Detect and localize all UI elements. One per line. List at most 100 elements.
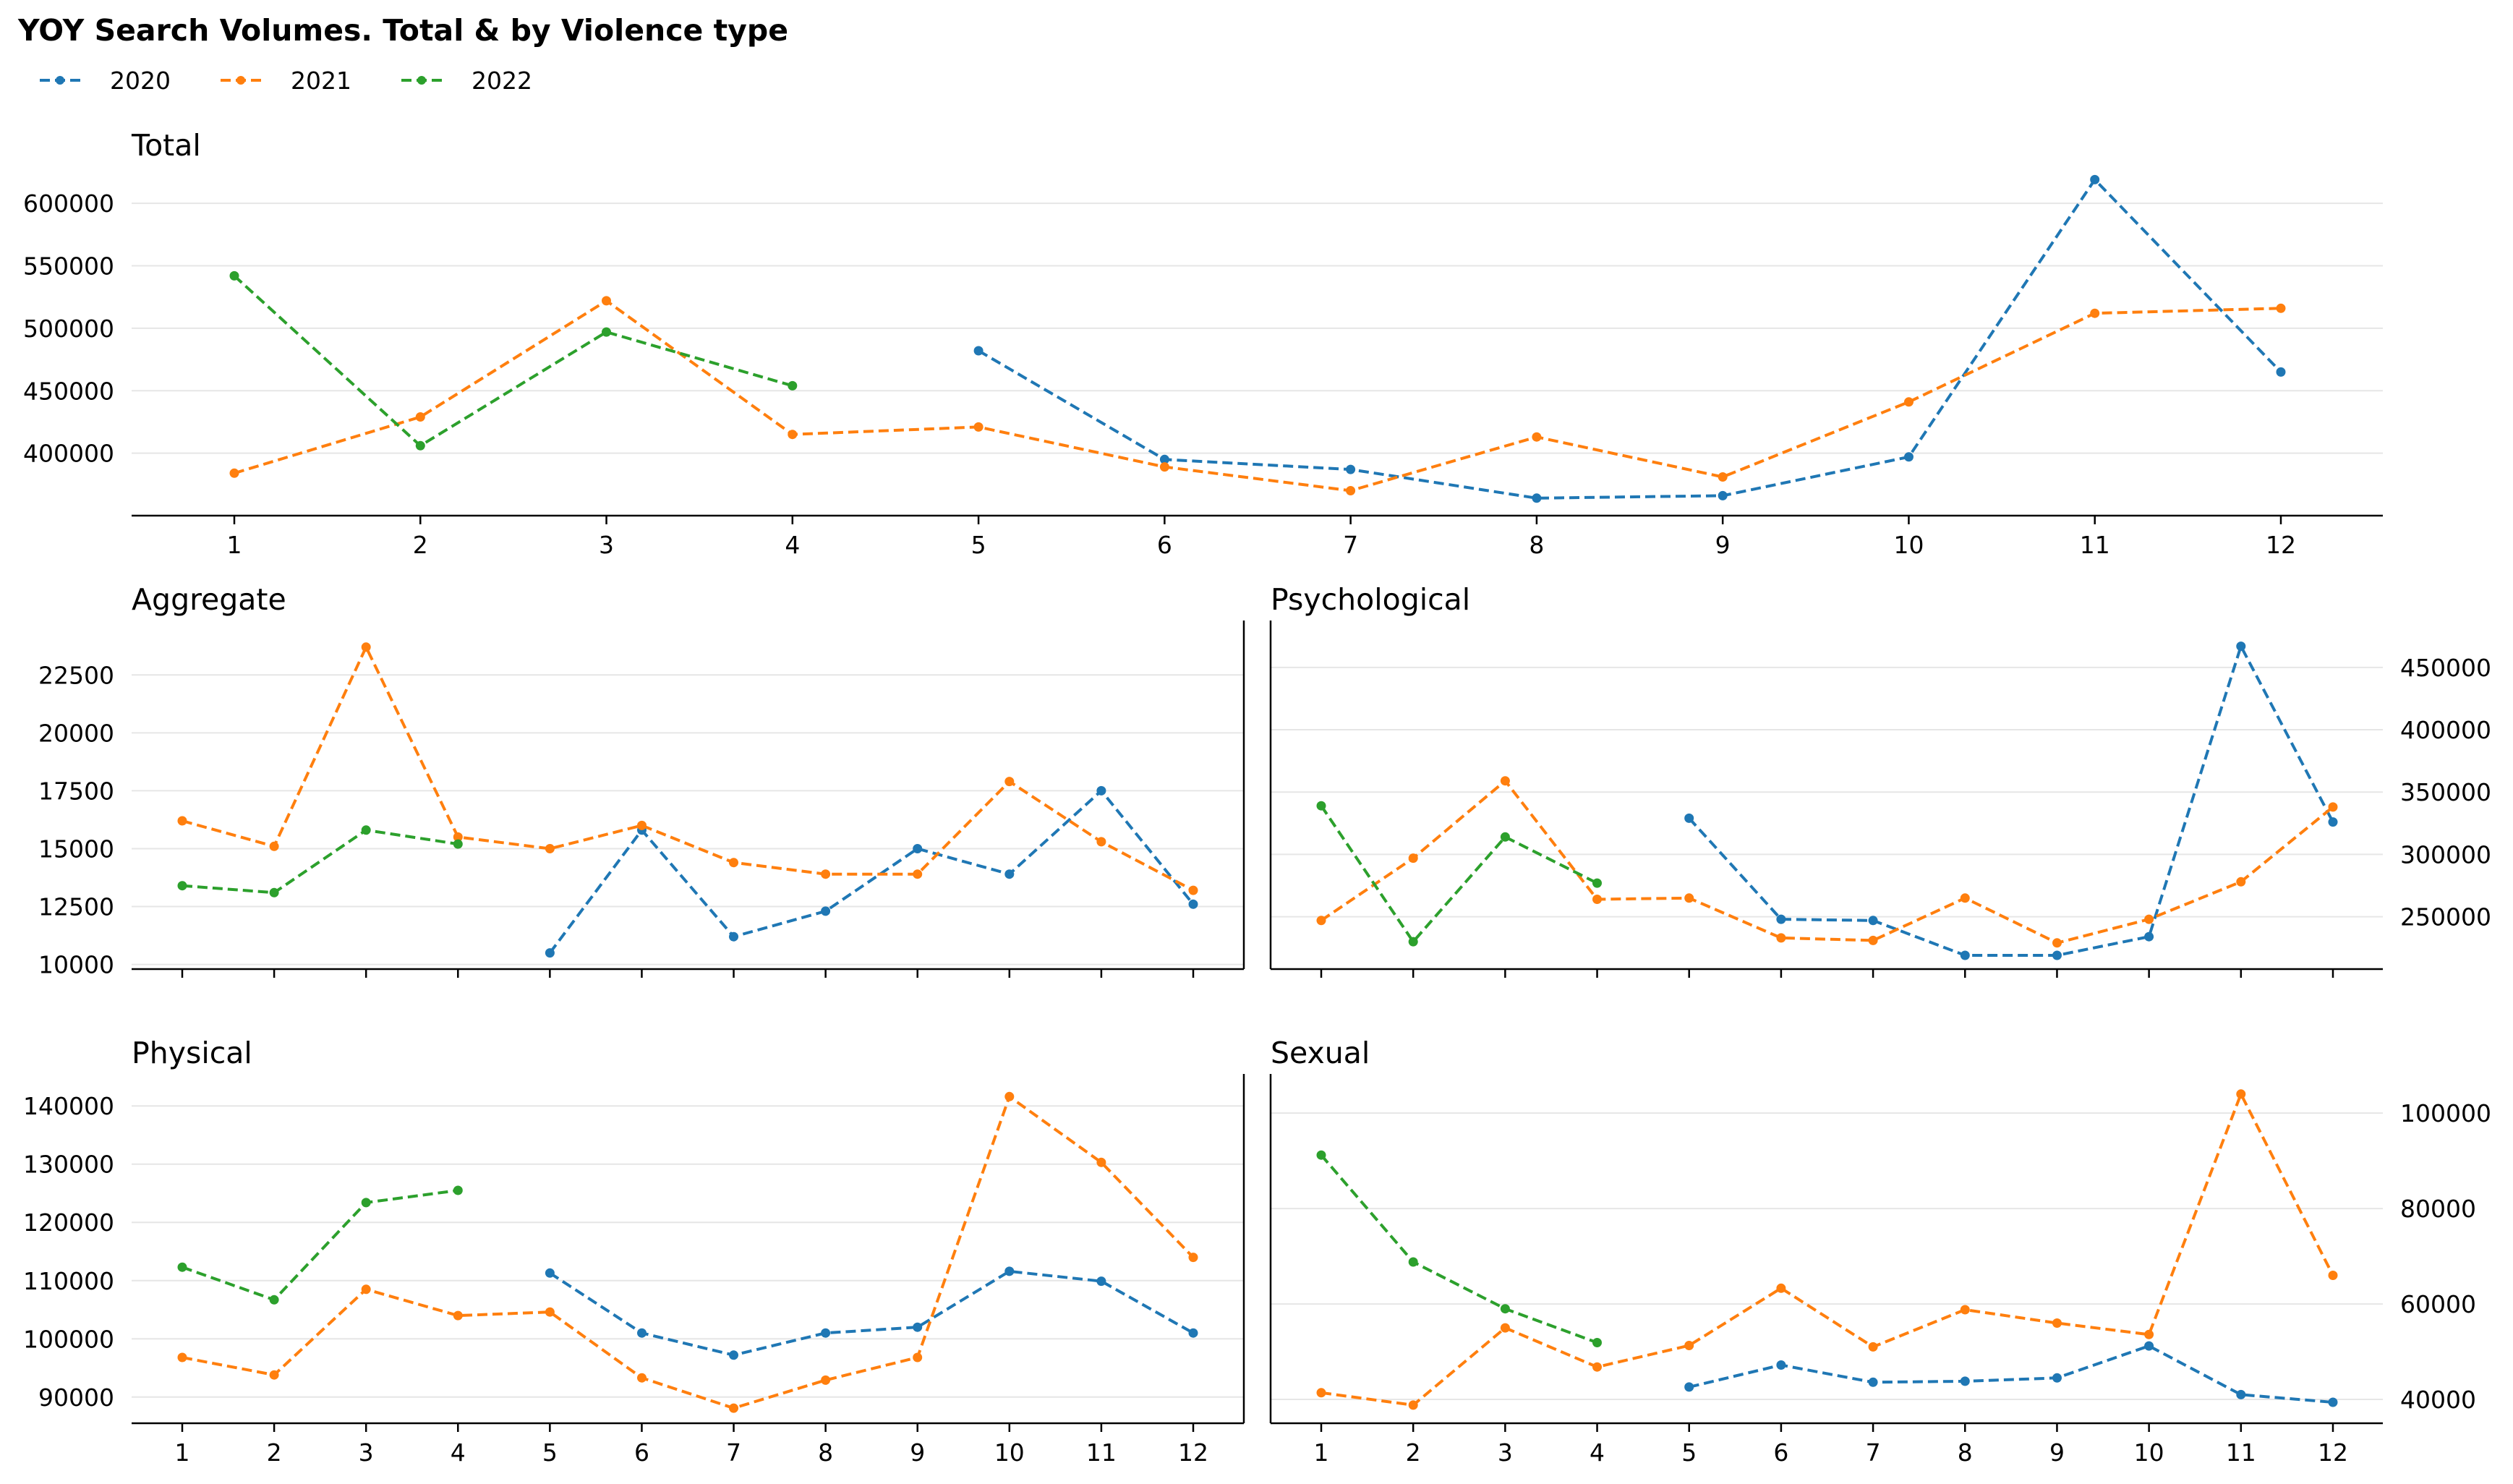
total-ytick-label: 500000 [23, 315, 114, 343]
total-series-line-2021 [234, 299, 2282, 492]
total-point-2022-3 [602, 327, 611, 337]
panel-aggregate: Aggregate 10000 12500 15000 17500 20000 22500 [38, 582, 1245, 979]
physical-point-2020-12 [1188, 1328, 1198, 1338]
sexual-xtick-label: 9 [2049, 1438, 2065, 1467]
total-xtick-label: 7 [1343, 531, 1358, 559]
physical-ytick-label: 120000 [23, 1208, 114, 1237]
physical-point-2021-12 [1188, 1253, 1198, 1263]
psychological-point-2021-4 [1592, 895, 1602, 904]
physical-xtick-label: 12 [1178, 1438, 1208, 1467]
physical-xtick-label: 6 [634, 1438, 649, 1467]
psychological-point-2020-8 [1960, 950, 1970, 960]
psychological-point-2021-9 [2052, 938, 2062, 948]
sexual-panel-title: Sexual [1271, 1036, 1370, 1070]
physical-point-2021-4 [453, 1310, 463, 1321]
chart-title: YOY Search Volumes. Total & by Violence … [17, 13, 788, 48]
physical-point-2020-11 [1096, 1276, 1106, 1287]
physical-xtick-label: 11 [1086, 1438, 1117, 1467]
total-series-line-2020 [978, 177, 2282, 500]
sexual-xtick-label: 12 [2318, 1438, 2348, 1467]
psychological-point-2021-2 [1408, 853, 1418, 863]
sexual-point-2022-1 [1316, 1150, 1326, 1160]
aggregate-point-2021-3 [361, 642, 371, 652]
psychological-point-2022-4 [1592, 878, 1602, 888]
total-point-2020-8 [1532, 493, 1542, 503]
sexual-point-2020-10 [2144, 1341, 2154, 1351]
sexual-xtick-label: 7 [1866, 1438, 1881, 1467]
physical-ytick-label: 100000 [23, 1325, 114, 1353]
total-point-2021-4 [788, 430, 798, 440]
total-point-2021-10 [1904, 397, 1913, 407]
aggregate-point-2021-2 [269, 841, 279, 851]
panel-psychological: Psychological 250000 300000 350000 400000 450… [1269, 582, 2491, 978]
sexual-series-line-2022 [1320, 1153, 1598, 1344]
psychological-ytick-label: 250000 [2400, 903, 2491, 931]
sexual-series-line-2021 [1321, 1090, 2334, 1407]
legend-marker-2022 [417, 76, 426, 85]
sexual-point-2022-3 [1500, 1304, 1510, 1314]
physical-point-2021-10 [1004, 1091, 1015, 1101]
psychological-series-line-2021 [1320, 778, 2334, 944]
sexual-xtick-label: 1 [1314, 1438, 1329, 1467]
total-series-line-2022 [233, 274, 793, 448]
total-point-2021-6 [1159, 462, 1169, 472]
total-point-2021-11 [2090, 308, 2100, 318]
sexual-xtick-label: 11 [2226, 1438, 2256, 1467]
total-point-2020-10 [1904, 452, 1913, 462]
sexual-point-2021-4 [1592, 1362, 1602, 1372]
total-ytick-label: 600000 [23, 189, 114, 218]
sexual-xtick-label: 10 [2134, 1438, 2164, 1467]
physical-point-2020-8 [821, 1328, 831, 1338]
total-point-2020-11 [2090, 174, 2100, 184]
physical-point-2021-1 [177, 1352, 187, 1363]
physical-point-2020-9 [913, 1322, 923, 1332]
total-ytick-label: 550000 [23, 252, 114, 281]
physical-ytick-label: 140000 [23, 1092, 114, 1120]
sexual-point-2021-2 [1408, 1400, 1418, 1410]
physical-point-2020-6 [637, 1328, 647, 1338]
psychological-point-2021-12 [2328, 802, 2338, 812]
total-point-2021-1 [229, 468, 239, 478]
psychological-point-2021-1 [1316, 916, 1326, 926]
sexual-ytick-label: 60000 [2400, 1290, 2476, 1318]
sexual-ytick-label: 80000 [2400, 1195, 2476, 1223]
total-point-2021-3 [602, 296, 611, 306]
psychological-point-2021-5 [1684, 893, 1694, 903]
psychological-point-2020-6 [1776, 914, 1786, 924]
psychological-ytick-label: 400000 [2400, 716, 2491, 744]
physical-point-2021-5 [545, 1307, 555, 1317]
total-point-2020-6 [1159, 454, 1169, 464]
total-point-2021-8 [1532, 432, 1542, 442]
physical-point-2022-3 [361, 1198, 371, 1208]
aggregate-point-2021-12 [1188, 885, 1198, 895]
aggregate-point-2021-11 [1096, 837, 1106, 847]
total-point-2021-2 [415, 412, 425, 422]
aggregate-ytick-label: 22500 [38, 661, 114, 689]
psychological-panel-title: Psychological [1271, 582, 1470, 617]
aggregate-panel-title: Aggregate [132, 582, 286, 617]
psychological-point-2021-11 [2236, 877, 2246, 887]
sexual-point-2021-8 [1960, 1305, 1970, 1315]
physical-point-2022-4 [453, 1185, 463, 1195]
total-point-2020-12 [2276, 367, 2286, 377]
total-xtick-label: 3 [599, 531, 614, 559]
aggregate-series-line-2021 [182, 644, 1194, 892]
aggregate-point-2022-3 [361, 825, 371, 835]
psychological-point-2020-10 [2144, 931, 2154, 942]
physical-point-2021-8 [821, 1375, 831, 1385]
total-xtick-label: 6 [1157, 531, 1172, 559]
legend-marker-2020 [56, 76, 64, 85]
aggregate-point-2020-7 [729, 931, 738, 942]
psychological-point-2020-11 [2236, 641, 2246, 652]
aggregate-point-2021-10 [1004, 777, 1015, 787]
sexual-point-2020-5 [1684, 1382, 1694, 1392]
aggregate-point-2021-4 [453, 832, 463, 842]
physical-xtick-label: 5 [542, 1438, 558, 1467]
total-point-2020-5 [973, 346, 984, 356]
sexual-ytick-label: 100000 [2400, 1099, 2491, 1127]
sexual-point-2020-11 [2236, 1389, 2246, 1399]
total-xtick-label: 2 [413, 531, 428, 559]
physical-ytick-label: 130000 [23, 1151, 114, 1179]
